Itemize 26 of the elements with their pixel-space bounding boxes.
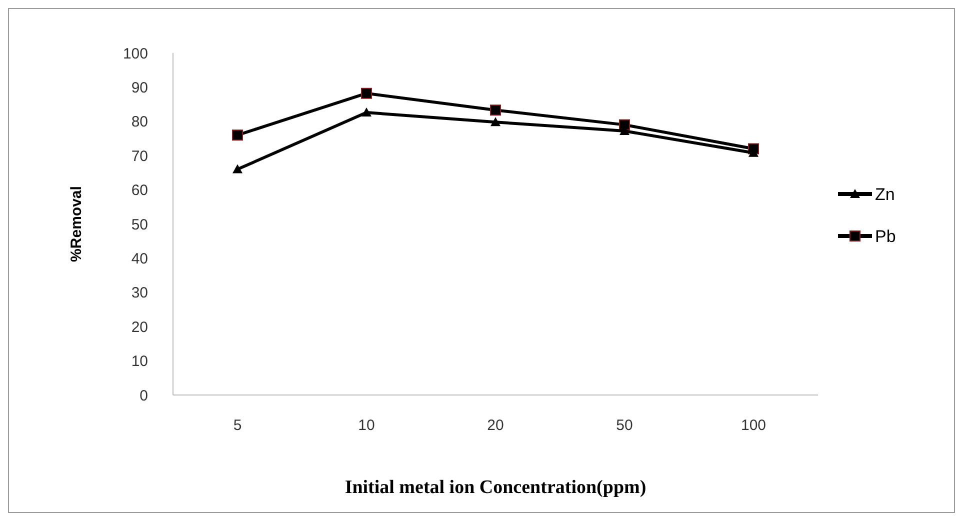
y-tick-label: 20: [131, 318, 148, 336]
x-axis-title: Initial metal ion Concentration(ppm): [344, 477, 646, 498]
x-tick-label: 100: [740, 417, 766, 434]
legend-label: Pb: [875, 226, 896, 246]
point: [490, 117, 500, 126]
point: [232, 164, 242, 174]
y-tick-label: 90: [131, 79, 148, 96]
y-tick-label: 50: [131, 216, 148, 234]
y-tick-label: 80: [131, 114, 148, 131]
x-tick-label: 50: [616, 417, 633, 434]
y-tick-label: 10: [131, 353, 148, 370]
x-tick-label: 5: [233, 417, 242, 434]
y-tick-label: 0: [140, 387, 148, 404]
legend-label: Zn: [875, 184, 895, 204]
point: [490, 104, 501, 116]
y-tick-label: 30: [131, 284, 148, 302]
x-tick-label: 20: [487, 417, 504, 434]
point: [361, 88, 372, 99]
y-tick-label: 100: [122, 45, 148, 62]
y-tick-label: 40: [131, 250, 148, 268]
y-axis-title: %Removal: [68, 186, 85, 262]
x-tick-label: 10: [358, 417, 375, 434]
point: [362, 108, 372, 117]
point: [232, 130, 243, 141]
y-tick-label: 60: [131, 182, 148, 200]
y-tick-label: 70: [131, 148, 148, 165]
